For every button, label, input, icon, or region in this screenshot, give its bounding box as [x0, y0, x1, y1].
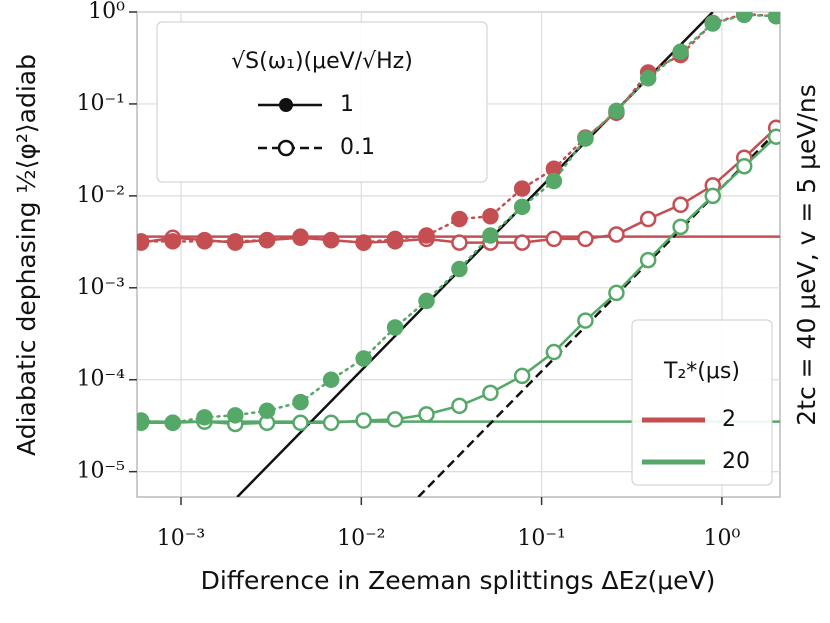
data-point — [482, 208, 499, 225]
x-tick-label: 10⁰ — [703, 526, 740, 551]
data-point — [386, 319, 404, 336]
data-point — [577, 230, 594, 248]
data-point — [451, 210, 468, 228]
x-tick-label: 10⁻¹ — [517, 526, 565, 551]
legend-title: √S(ω₁)(μeV/√Hz) — [231, 49, 413, 74]
legend: √S(ω₁)(μeV/√Hz) 1 0.1 — [156, 21, 488, 183]
data-point — [355, 412, 372, 429]
legend-entry: 2 — [722, 407, 736, 432]
y-tick-label: 10⁻² — [77, 183, 125, 208]
data-point — [451, 234, 468, 251]
legend-marker — [277, 139, 295, 157]
data-point — [196, 409, 213, 426]
legend: T₂*(μs) 2 20 — [631, 319, 773, 486]
data-point — [386, 230, 404, 248]
data-point — [672, 43, 689, 60]
data-point — [258, 231, 276, 249]
right-label: 2tc = 40 μeV, v = 5 μeV/ns — [792, 84, 821, 426]
data-point — [735, 12, 753, 24]
y-tick-label: 10⁻³ — [77, 275, 125, 300]
data-point — [322, 371, 340, 388]
data-point — [451, 397, 468, 415]
data-point — [577, 312, 594, 329]
data-point — [355, 350, 372, 367]
marks — [137, 12, 780, 497]
data-point — [513, 180, 531, 197]
data-point — [735, 157, 753, 175]
y-tick-label: 10⁻⁵ — [77, 459, 125, 484]
legend-title: T₂*(μs) — [663, 359, 740, 384]
data-point — [451, 260, 468, 278]
data-point — [482, 384, 499, 402]
data-point — [639, 70, 657, 87]
data-point — [639, 251, 657, 269]
data-point — [545, 230, 563, 248]
data-point — [227, 407, 244, 424]
data-point — [577, 130, 594, 147]
legend-entry: 1 — [340, 92, 354, 117]
y-tick-label: 10⁻¹ — [77, 91, 125, 116]
x-tick-label: 10⁻³ — [157, 526, 205, 551]
data-point — [292, 228, 309, 245]
data-point — [639, 210, 657, 228]
data-point — [482, 227, 499, 244]
y-tick-label: 10⁰ — [88, 0, 125, 24]
data-point — [227, 233, 244, 250]
data-point — [608, 102, 625, 120]
data-point — [292, 414, 309, 432]
data-point — [545, 172, 563, 190]
legend-marker — [279, 98, 293, 112]
x-tick-label: 10⁻² — [337, 526, 385, 551]
data-point — [418, 227, 435, 244]
data-point — [513, 198, 531, 216]
data-point — [767, 12, 780, 25]
data-point — [704, 187, 722, 205]
data-point — [545, 343, 563, 361]
data-point — [322, 231, 340, 249]
data-point — [196, 233, 213, 250]
data-point — [672, 196, 689, 214]
data-point — [418, 406, 435, 423]
y-tick-label: 10⁻⁴ — [77, 367, 126, 392]
data-point — [608, 226, 625, 243]
data-point — [258, 402, 276, 419]
legend-entry: 0.1 — [340, 135, 375, 160]
legend-box — [156, 21, 488, 183]
data-point — [164, 414, 182, 432]
data-point — [292, 393, 309, 411]
data-point — [386, 411, 404, 428]
data-point — [672, 218, 689, 236]
x-axis-label: Difference in Zeeman splittings ΔEz(μeV) — [201, 566, 716, 595]
legend-entry: 20 — [722, 449, 750, 474]
y-axis-label: Adiabatic dephasing ½⟨φ²⟩adiab — [12, 54, 41, 456]
series-line — [139, 13, 778, 425]
data-point — [767, 128, 780, 145]
data-point — [513, 234, 531, 251]
data-point — [704, 15, 722, 32]
data-point — [355, 234, 372, 251]
data-point — [513, 367, 531, 385]
legend-box — [631, 319, 773, 486]
data-point — [322, 414, 340, 432]
data-point — [164, 233, 182, 250]
data-point — [608, 284, 625, 302]
data-point — [137, 412, 150, 429]
data-point — [418, 292, 435, 310]
data-point — [137, 233, 150, 250]
